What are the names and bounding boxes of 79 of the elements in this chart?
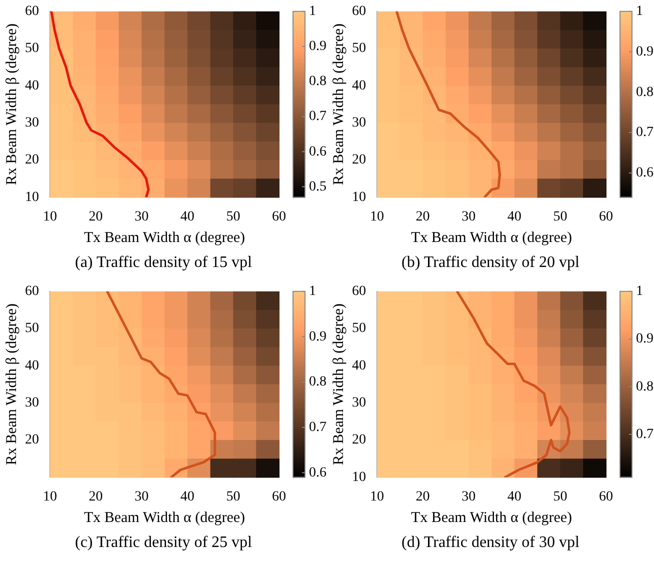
- color-bar-label: 0.6: [309, 144, 326, 160]
- x-tick-label: 40: [180, 489, 194, 504]
- color-bar-label: 0.6: [636, 166, 654, 181]
- x-axis-title: Tx Beam Width α (degree): [410, 510, 572, 526]
- x-tick-label: 30: [462, 209, 476, 224]
- x-tick-label: 20: [88, 209, 103, 224]
- x-axis-title: Tx Beam Width α (degree): [84, 510, 246, 526]
- x-tick-label: 60: [599, 209, 613, 224]
- x-tick-label: 50: [226, 209, 240, 224]
- color-bar-label: 0.8: [309, 374, 326, 390]
- y-tick-label: 10: [352, 470, 366, 485]
- y-tick-label: 30: [25, 116, 39, 131]
- y-tick-label: 40: [25, 78, 39, 94]
- x-tick-label: 50: [553, 489, 568, 504]
- y-tick-label: 20: [352, 152, 366, 168]
- x-tick-label: 20: [416, 209, 430, 224]
- y-tick-label: 10: [352, 190, 366, 205]
- y-tick-label: 40: [352, 78, 366, 94]
- y-tick-label: 60: [25, 4, 39, 20]
- color-bar-label: 0.5: [309, 179, 326, 194]
- y-axis-title: Rx Beam Width β (degree): [330, 303, 347, 466]
- y-tick-label: 20: [352, 432, 366, 448]
- color-bar-label: 1: [636, 284, 643, 300]
- x-tick-label: 40: [180, 209, 194, 224]
- x-tick-label: 20: [416, 489, 430, 504]
- x-tick-label: 50: [226, 489, 240, 504]
- text: (c) Traffic density of 25 vpl: [74, 534, 253, 552]
- color-bar-label: 0.8: [636, 379, 654, 394]
- y-tick-label: 50: [352, 41, 366, 56]
- x-tick-label: 60: [272, 489, 286, 504]
- y-tick-label: 30: [352, 116, 366, 131]
- y-tick-label: 40: [25, 358, 39, 374]
- y-tick-label: 30: [352, 396, 366, 411]
- x-tick-label: 40: [507, 489, 522, 504]
- y-tick-label: 50: [352, 321, 366, 336]
- x-tick-label: 60: [272, 209, 286, 224]
- x-tick-label: 10: [43, 209, 57, 224]
- y-tick-label: 30: [25, 396, 39, 411]
- x-tick-label: 30: [462, 489, 476, 504]
- color-bar-label: 0.7: [636, 125, 654, 140]
- x-tick-label: 50: [553, 209, 568, 224]
- y-tick-label: 40: [352, 358, 366, 374]
- x-tick-label: 10: [43, 489, 57, 504]
- text: (d) Traffic density of 30 vpl: [400, 534, 580, 552]
- text: (b) Traffic density of 20 vpl: [400, 254, 580, 272]
- color-bar-label: 0.6: [309, 465, 326, 480]
- color-bar-label: 0.9: [309, 329, 326, 344]
- color-bar-label: 1: [309, 4, 316, 20]
- color-bar-label: 0.7: [636, 426, 654, 442]
- y-tick-label: 10: [25, 190, 39, 205]
- y-tick-label: 60: [25, 284, 39, 300]
- x-tick-label: 60: [599, 489, 613, 504]
- y-tick-label: 60: [352, 4, 366, 20]
- x-tick-label: 20: [88, 489, 103, 504]
- y-tick-label: 20: [25, 432, 39, 448]
- color-bar-label: 0.8: [309, 74, 326, 90]
- x-tick-label: 10: [370, 489, 384, 504]
- x-axis-title: Tx Beam Width α (degree): [410, 230, 572, 246]
- color-bar-label: 0.9: [636, 332, 654, 347]
- text: (a) Traffic density of 15 vpl: [74, 254, 253, 272]
- color-bar-label: 0.7: [309, 109, 326, 124]
- x-tick-label: 30: [134, 489, 149, 504]
- x-tick-label: 30: [134, 209, 149, 224]
- y-axis-title: Rx Beam Width β (degree): [4, 23, 20, 186]
- y-tick-label: 60: [352, 284, 366, 300]
- x-tick-label: 10: [370, 209, 384, 224]
- color-bar-label: 0.9: [309, 39, 326, 54]
- y-tick-label: 50: [25, 41, 39, 56]
- x-tick-label: 40: [507, 209, 522, 224]
- color-bar-label: 1: [636, 4, 643, 20]
- color-bar-label: 1: [309, 284, 316, 300]
- x-axis-title: Tx Beam Width α (degree): [84, 230, 246, 246]
- color-bar-label: 0.8: [636, 84, 654, 100]
- y-tick-label: 20: [25, 152, 39, 168]
- color-bar-label: 0.7: [309, 420, 326, 436]
- y-tick-label: 50: [25, 321, 39, 336]
- color-bar-label: 0.9: [636, 44, 654, 60]
- y-axis-title: Rx Beam Width β (degree): [330, 23, 347, 186]
- y-axis-title: Rx Beam Width β (degree): [4, 303, 20, 466]
